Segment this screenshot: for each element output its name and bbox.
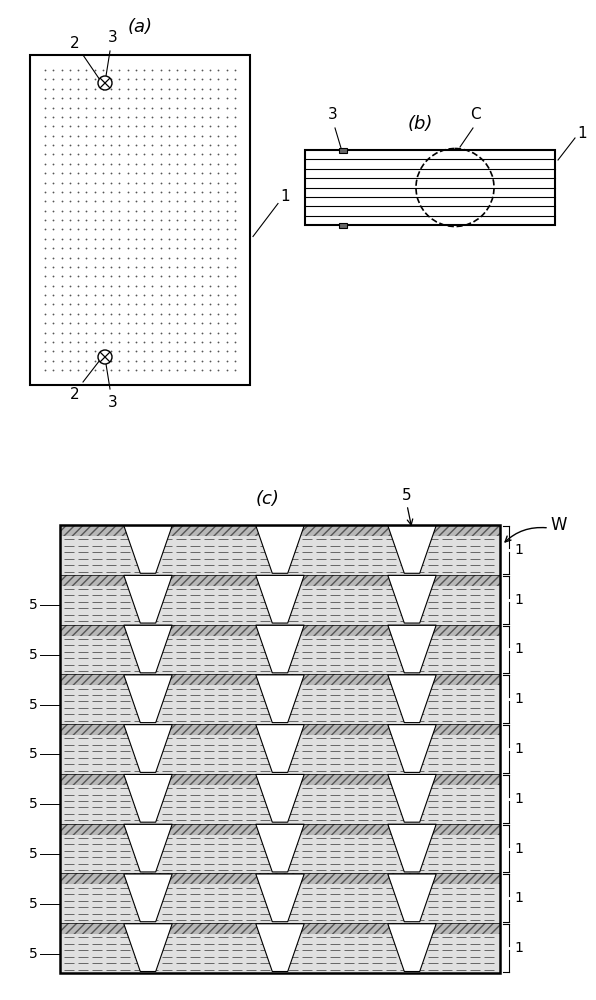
Bar [60, 525, 500, 536]
Polygon shape [124, 625, 172, 673]
Polygon shape [388, 575, 436, 623]
Text: 1: 1 [514, 692, 523, 706]
Polygon shape [256, 625, 304, 673]
Text: 5: 5 [29, 847, 38, 861]
Polygon shape [124, 824, 172, 872]
Bar [60, 625, 500, 636]
Bar [339, 223, 347, 228]
Bar [60, 923, 500, 934]
Polygon shape [124, 774, 172, 822]
Bar [60, 735, 500, 774]
Bar [60, 586, 500, 625]
Text: 5: 5 [29, 698, 38, 712]
Polygon shape [124, 526, 172, 573]
Bar [60, 824, 500, 835]
Text: W: W [550, 516, 567, 534]
Bar [60, 873, 500, 884]
Text: 5: 5 [29, 598, 38, 612]
Bar [60, 575, 500, 586]
Bar [60, 873, 500, 884]
Polygon shape [124, 874, 172, 922]
Text: 5: 5 [402, 488, 412, 503]
Bar [60, 536, 500, 575]
Text: 2: 2 [70, 387, 80, 402]
Text: (a): (a) [128, 18, 153, 36]
Polygon shape [256, 824, 304, 872]
Bar [60, 835, 500, 873]
Bar [60, 685, 500, 724]
Polygon shape [388, 924, 436, 972]
Bar [60, 824, 500, 835]
Text: 1: 1 [514, 842, 523, 856]
Polygon shape [256, 725, 304, 772]
Text: C: C [470, 107, 480, 122]
Bar [60, 525, 500, 536]
Text: 1: 1 [514, 593, 523, 607]
Polygon shape [256, 526, 304, 573]
Bar [339, 147, 347, 152]
Polygon shape [256, 874, 304, 922]
Bar [60, 785, 500, 824]
Polygon shape [124, 675, 172, 723]
Bar [60, 724, 500, 735]
Bar [60, 923, 500, 934]
Text: (b): (b) [407, 115, 433, 133]
Polygon shape [388, 874, 436, 922]
Text: 1: 1 [514, 941, 523, 955]
Text: 2: 2 [70, 36, 80, 51]
Polygon shape [124, 725, 172, 772]
Bar [60, 724, 500, 735]
Text: (c): (c) [256, 490, 280, 508]
Text: 3: 3 [108, 30, 118, 45]
Polygon shape [388, 774, 436, 822]
Text: 1: 1 [514, 742, 523, 756]
Polygon shape [388, 675, 436, 723]
Bar [60, 525, 500, 973]
Bar [30, 55, 250, 385]
Polygon shape [124, 924, 172, 972]
Polygon shape [388, 824, 436, 872]
Text: 3: 3 [328, 107, 338, 122]
Bar [60, 884, 500, 923]
Circle shape [98, 76, 112, 90]
Bar [60, 674, 500, 685]
Circle shape [98, 350, 112, 364]
Polygon shape [256, 774, 304, 822]
Bar [60, 934, 500, 973]
Bar [305, 150, 555, 225]
Bar [60, 774, 500, 785]
Bar [60, 625, 500, 636]
Polygon shape [256, 575, 304, 623]
Text: 1: 1 [514, 543, 523, 557]
Text: 1: 1 [514, 642, 523, 656]
Bar [60, 575, 500, 586]
Bar [60, 674, 500, 685]
Polygon shape [388, 725, 436, 772]
Text: 5: 5 [29, 947, 38, 961]
Text: 3: 3 [108, 395, 118, 410]
Polygon shape [388, 526, 436, 573]
Text: 5: 5 [29, 747, 38, 761]
Bar [60, 636, 500, 674]
Text: 1: 1 [514, 891, 523, 905]
Polygon shape [388, 625, 436, 673]
Polygon shape [124, 575, 172, 623]
Text: 1: 1 [577, 126, 586, 141]
Text: 1: 1 [514, 792, 523, 806]
Text: 5: 5 [29, 648, 38, 662]
Polygon shape [256, 675, 304, 723]
Text: 1: 1 [280, 189, 290, 204]
Bar [60, 774, 500, 785]
Text: 5: 5 [29, 897, 38, 911]
Polygon shape [256, 924, 304, 972]
Text: 5: 5 [29, 797, 38, 811]
